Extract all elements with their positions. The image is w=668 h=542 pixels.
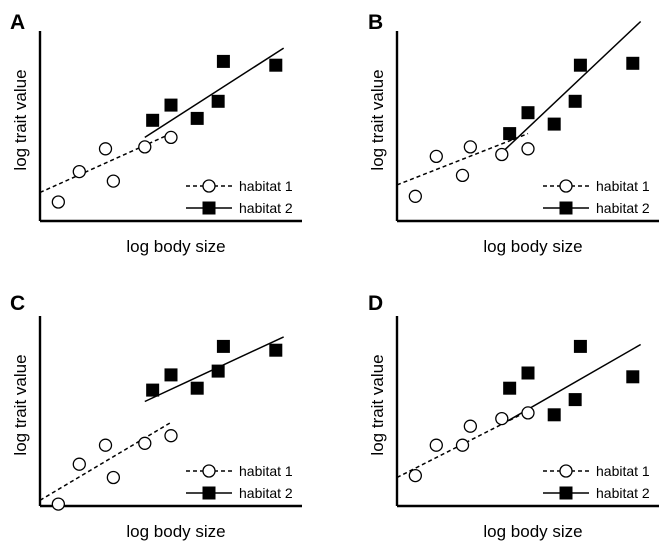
x-axis-label: log body size [126, 522, 225, 541]
habitat-2-point [190, 111, 204, 125]
habitat-1-point [72, 164, 86, 179]
legend-habitat-2-label: habitat 2 [596, 485, 650, 501]
habitat-2-point [568, 393, 582, 407]
habitat-2-point [568, 94, 582, 108]
habitat-1-point [164, 429, 178, 443]
habitat-2-point [216, 54, 230, 68]
panel-letter: B [368, 11, 383, 34]
x-axis-label: log body size [126, 237, 225, 256]
habitat-2-point [547, 117, 561, 131]
habitat-1-point [51, 497, 65, 511]
habitat-2-point [269, 58, 283, 72]
habitat-1-point [463, 140, 478, 154]
habitat-2-point [146, 113, 160, 127]
habitat-2-point [521, 366, 535, 380]
habitat-2-point [216, 339, 230, 353]
habitat-1-point [106, 174, 121, 188]
habitat-1-point [495, 147, 509, 162]
legend-habitat-2-label: habitat 2 [239, 200, 293, 216]
habitat-2-fit-line [144, 47, 285, 139]
y-axis-label: log trait value [368, 69, 387, 170]
habitat-2-point [503, 127, 517, 141]
habitat-2-point [626, 370, 640, 384]
habitat-2-point [503, 381, 517, 395]
habitat-2-point [146, 383, 160, 397]
habitat-1-point [138, 140, 152, 154]
legend-habitat-1-label: habitat 1 [239, 178, 293, 194]
habitat-2-fit-line [501, 20, 642, 154]
legend-habitat-2-label: habitat 2 [239, 485, 293, 501]
x-axis-label: log body size [483, 237, 582, 256]
habitat-1-point [521, 406, 535, 420]
habitat-2-point [547, 408, 561, 422]
legend-habitat-1-label: habitat 1 [239, 463, 293, 479]
habitat-2-point [211, 364, 225, 378]
x-axis-label: log body size [483, 522, 582, 541]
habitat-1-point [98, 438, 113, 452]
legend-habitat-1-marker [202, 464, 216, 478]
panel-letter: A [10, 11, 25, 34]
habitat-2-point [164, 98, 178, 112]
habitat-1-point [408, 468, 422, 483]
legend-habitat-2-marker [559, 201, 573, 215]
habitat-1-point [408, 189, 422, 203]
habitat-1-fit-line [396, 132, 529, 186]
habitat-1-point [455, 168, 470, 183]
habitat-2-point [573, 58, 587, 72]
legend-habitat-2-marker [559, 486, 573, 500]
habitat-2-point [164, 368, 178, 382]
legend-habitat-1-marker [202, 179, 216, 193]
legend-habitat-1-marker [559, 179, 573, 193]
legend-habitat-1-marker [559, 464, 573, 478]
habitat-1-point [106, 470, 121, 485]
legend-habitat-1-label: habitat 1 [596, 463, 650, 479]
habitat-1-point [51, 195, 65, 209]
legend-habitat-2-marker [202, 201, 216, 215]
habitat-1-point [72, 457, 86, 471]
habitat-1-point [164, 130, 178, 145]
panel-letter: D [368, 292, 383, 315]
habitat-1-point [429, 149, 443, 164]
habitat-2-point [211, 94, 225, 108]
y-axis-label: log trait value [11, 69, 30, 170]
legend-habitat-1-label: habitat 1 [596, 178, 650, 194]
habitat-2-point [269, 343, 283, 357]
habitat-2-point [521, 106, 535, 120]
habitat-1-point [138, 436, 152, 450]
habitat-1-point [429, 438, 443, 452]
panel-letter: C [10, 292, 25, 315]
habitat-2-point [626, 56, 640, 70]
habitat-1-point [455, 438, 470, 452]
legend-habitat-2-label: habitat 2 [596, 200, 650, 216]
habitat-1-point [521, 142, 535, 156]
habitat-1-point [463, 419, 478, 433]
habitat-1-point [495, 411, 509, 426]
habitat-2-point [573, 339, 587, 353]
y-axis-label: log trait value [11, 354, 30, 455]
legend-habitat-2-marker [202, 486, 216, 500]
habitat-1-point [98, 142, 113, 156]
y-axis-label: log trait value [368, 354, 387, 455]
habitat-1-fit-line [39, 421, 172, 501]
habitat-2-point [190, 381, 204, 395]
